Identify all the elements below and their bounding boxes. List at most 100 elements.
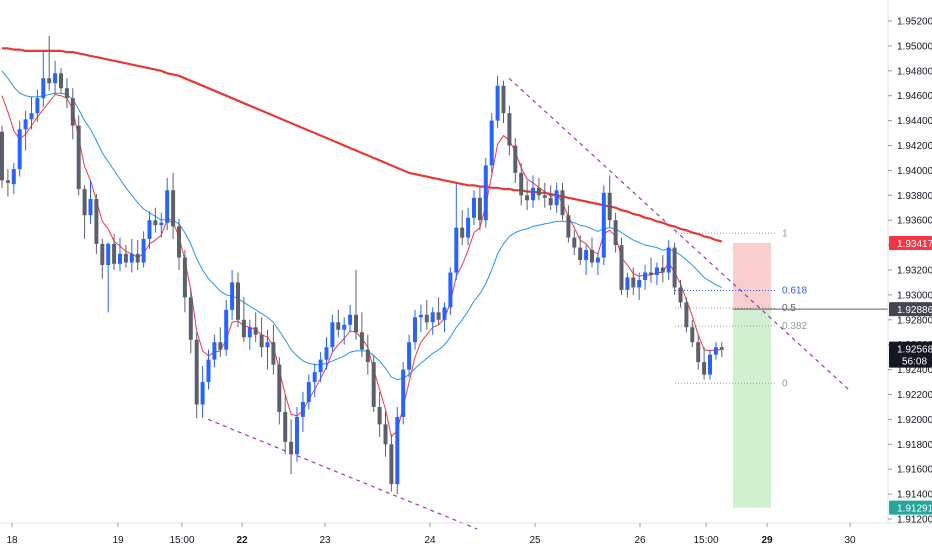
candle-body bbox=[365, 349, 370, 363]
price-badge bbox=[889, 341, 932, 368]
price-tick-label: 1.94200 bbox=[897, 141, 932, 152]
candle-body bbox=[259, 334, 264, 348]
candle-body bbox=[206, 359, 211, 383]
candle-body bbox=[389, 444, 394, 485]
candle-body bbox=[53, 73, 58, 84]
candle-body bbox=[495, 85, 500, 121]
candle-body bbox=[690, 327, 695, 343]
candle-body bbox=[129, 253, 134, 263]
candle-body bbox=[483, 165, 488, 221]
candle-body bbox=[460, 227, 465, 238]
candle-body bbox=[536, 187, 541, 196]
upper-trendline[interactable] bbox=[508, 77, 851, 392]
candle-body bbox=[542, 195, 547, 198]
candle-body bbox=[418, 314, 423, 318]
candle-body bbox=[407, 342, 412, 370]
price-tick-label: 1.93200 bbox=[897, 266, 932, 277]
candle-body bbox=[59, 73, 63, 89]
candle-body bbox=[708, 354, 712, 375]
candle-body bbox=[289, 441, 294, 455]
candle-body bbox=[159, 222, 164, 226]
candle-body bbox=[253, 327, 258, 335]
take-profit-zone[interactable] bbox=[733, 309, 771, 508]
candle-body bbox=[265, 342, 270, 348]
candle-body bbox=[631, 277, 636, 288]
candle-body bbox=[165, 190, 170, 223]
candle-body bbox=[171, 190, 176, 227]
candle-body bbox=[601, 192, 606, 258]
candle-body bbox=[477, 197, 482, 221]
candle-body bbox=[566, 215, 571, 238]
time-tick-label: 26 bbox=[634, 535, 646, 546]
candle-body bbox=[41, 78, 46, 99]
candle-body bbox=[100, 243, 105, 266]
candle-body bbox=[383, 424, 388, 445]
stop-loss-zone[interactable] bbox=[733, 242, 771, 310]
candle-body bbox=[35, 98, 40, 114]
candle-body bbox=[318, 359, 323, 373]
candle-body bbox=[135, 253, 140, 263]
candle-body bbox=[112, 243, 117, 264]
price-tick-label: 1.93000 bbox=[897, 290, 932, 301]
candle-body bbox=[29, 113, 34, 120]
candle-body bbox=[595, 257, 600, 263]
price-badge bbox=[889, 500, 932, 515]
candle-body bbox=[277, 364, 282, 412]
candle-body bbox=[442, 307, 447, 320]
price-tick-label: 1.92200 bbox=[897, 390, 932, 401]
candle-body bbox=[342, 324, 347, 330]
price-tick-label: 1.94800 bbox=[897, 66, 932, 77]
candle-body bbox=[295, 416, 299, 455]
price-tick-label: 1.92800 bbox=[897, 315, 932, 326]
candle-body bbox=[94, 199, 99, 244]
lower-trendline[interactable] bbox=[207, 418, 478, 530]
candle-body bbox=[153, 220, 158, 226]
price-tick-label: 1.91400 bbox=[897, 490, 932, 501]
candle-body bbox=[584, 250, 589, 261]
price-badge-label: 1.93417 bbox=[897, 239, 932, 250]
candle-body bbox=[489, 120, 494, 166]
candle-body bbox=[236, 282, 240, 320]
candle-body bbox=[643, 272, 648, 280]
candle-body bbox=[448, 272, 453, 308]
candle-body bbox=[76, 125, 81, 190]
candle-body bbox=[572, 237, 577, 248]
candle-body bbox=[224, 309, 229, 350]
candle-body bbox=[560, 190, 565, 216]
price-tick-label: 1.95000 bbox=[897, 41, 932, 52]
candle-body bbox=[395, 416, 400, 485]
countdown-label: 56:08 bbox=[902, 357, 927, 368]
price-tick-label: 1.94400 bbox=[897, 116, 932, 127]
candle-body bbox=[430, 312, 435, 323]
candle-body bbox=[702, 362, 707, 375]
candle-body bbox=[330, 322, 335, 348]
candle-body bbox=[424, 314, 429, 323]
candle-body bbox=[141, 238, 146, 263]
candle-body bbox=[719, 347, 724, 350]
fib-level-label: 0.382 bbox=[782, 321, 807, 332]
price-tick-label: 1.91200 bbox=[897, 515, 932, 526]
candle-body bbox=[590, 250, 594, 263]
candle-body bbox=[678, 287, 683, 303]
candle-body bbox=[525, 195, 530, 201]
time-tick-label: 30 bbox=[844, 535, 856, 546]
price-badge-label: 1.92568 bbox=[897, 345, 932, 356]
candle-body bbox=[118, 253, 122, 264]
candle-body bbox=[513, 145, 518, 173]
candle-body bbox=[413, 317, 417, 343]
price-tick-label: 1.93800 bbox=[897, 191, 932, 202]
candle-body bbox=[82, 189, 87, 216]
candle-body bbox=[672, 247, 677, 288]
price-tick-label: 1.92400 bbox=[897, 365, 932, 376]
candle-body bbox=[377, 406, 382, 425]
candle-body bbox=[194, 339, 199, 405]
candle-body bbox=[64, 88, 69, 99]
time-tick-label: 22 bbox=[236, 535, 248, 546]
candle-body bbox=[554, 190, 559, 206]
candle-body bbox=[654, 267, 659, 275]
candle-body bbox=[218, 342, 223, 350]
price-tick-label: 1.92000 bbox=[897, 415, 932, 426]
